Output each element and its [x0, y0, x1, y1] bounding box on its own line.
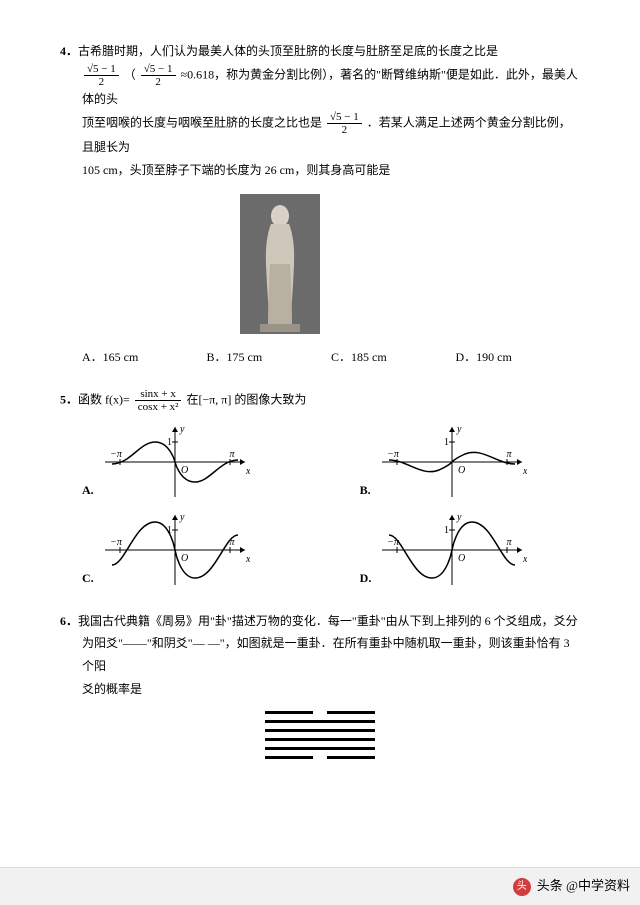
toutiao-logo-icon: 头: [513, 878, 531, 896]
watermark-text: 头条 @中学资料: [537, 874, 630, 899]
q6-t1: 我国古代典籍《周易》用"卦"描述万物的变化．每一"重卦"由从下到上排列的 6 个…: [78, 614, 578, 628]
svg-text:y: y: [456, 512, 462, 523]
q5-mid: 在: [186, 393, 198, 407]
q4-line2: 顶至咽喉的长度与咽喉至肚脐的长度之比也是 √5 − 1 2 ．若某人满足上述两个…: [82, 111, 580, 159]
q5-stem: 5．函数 f(x)= sinx + x cosx + x² 在[−π, π] 的…: [60, 388, 580, 413]
yin-line: [265, 756, 375, 759]
q6-line1: 6．我国古代典籍《周易》用"卦"描述万物的变化．每一"重卦"由从下到上排列的 6…: [60, 610, 580, 633]
golden-ratio-frac-2: √5 − 1 2: [141, 63, 176, 88]
svg-text:−π: −π: [387, 449, 400, 460]
venus-statue-image: [240, 194, 320, 334]
svg-text:y: y: [179, 512, 185, 523]
golden-ratio-frac-1: √5 − 1 2: [84, 63, 119, 88]
yin-line: [265, 711, 375, 714]
svg-text:−π: −π: [387, 537, 400, 548]
svg-text:1: 1: [444, 525, 449, 536]
graph-a-svg: −π π 1 Ox y: [100, 422, 250, 502]
q4-text1: 古希腊时期，人们认为最美人体的头顶至肚脐的长度与肚脐至足底的长度之比是: [78, 44, 498, 58]
hexagram-figure: [265, 711, 375, 759]
q6-line2: 为阳爻"——"和阴爻"— —"，如图就是一重卦．在所有重卦中随机取一重卦，则该重…: [82, 632, 580, 678]
svg-text:x: x: [522, 554, 527, 565]
svg-text:π: π: [507, 537, 513, 548]
q5-suffix: 的图像大致为: [231, 393, 306, 407]
q5-row1: A. −π π 1 Ox y B. −π π 1 Ox y: [82, 422, 580, 502]
graph-d-svg: −π π 1 Ox y: [377, 510, 527, 590]
q4-choice-a: A．165 cm: [82, 346, 207, 369]
q5-interval: [−π, π]: [198, 393, 231, 407]
svg-text:x: x: [522, 466, 527, 477]
q5-graph-d: D. −π π 1 Ox y: [360, 510, 528, 590]
svg-text:O: O: [458, 553, 465, 564]
q5-label-b: B.: [360, 479, 371, 502]
q5-graph-b: B. −π π 1 Ox y: [360, 422, 527, 502]
svg-text:−π: −π: [110, 449, 123, 460]
q5-graph-a: A. −π π 1 Ox y: [82, 422, 250, 502]
yang-line: [265, 738, 375, 741]
q5-prefix: 函数 f(x)=: [78, 393, 130, 407]
q6-number: 6．: [60, 614, 78, 628]
q5-label-d: D.: [360, 567, 372, 590]
svg-text:y: y: [179, 424, 185, 435]
svg-text:π: π: [229, 449, 235, 460]
svg-text:π: π: [506, 449, 512, 460]
q5-row2: C. −π π 1 Ox y D. −π π 1 Ox y: [82, 510, 580, 590]
watermark-bar: 头 头条 @中学资料: [0, 867, 640, 905]
q4-line3: 105 cm，头顶至脖子下端的长度为 26 cm，则其身高可能是: [82, 159, 580, 182]
question-6: 6．我国古代典籍《周易》用"卦"描述万物的变化．每一"重卦"由从下到上排列的 6…: [60, 610, 580, 759]
q4-t2a: 顶至咽喉的长度与咽喉至肚脐的长度之比也是: [82, 115, 322, 129]
svg-text:−π: −π: [110, 537, 123, 548]
q5-label-a: A.: [82, 479, 94, 502]
question-5: 5．函数 f(x)= sinx + x cosx + x² 在[−π, π] 的…: [60, 388, 580, 589]
svg-text:x: x: [245, 466, 250, 477]
q4-line1: 4．古希腊时期，人们认为最美人体的头顶至肚脐的长度与肚脐至足底的长度之比是: [60, 40, 580, 63]
svg-text:y: y: [456, 424, 462, 435]
graph-c-svg: −ππ1Oxy: [100, 510, 250, 590]
yang-line: [265, 729, 375, 732]
svg-text:O: O: [181, 553, 188, 564]
q5-fraction: sinx + x cosx + x²: [135, 388, 182, 413]
question-4: 4．古希腊时期，人们认为最美人体的头顶至肚脐的长度与肚脐至足底的长度之比是 √5…: [60, 40, 580, 368]
q4-choices: A．165 cm B．175 cm C．185 cm D．190 cm: [82, 346, 580, 369]
q4-choice-c: C．185 cm: [331, 346, 456, 369]
svg-text:O: O: [458, 465, 465, 476]
q4-choice-b: B．175 cm: [207, 346, 332, 369]
q5-label-c: C.: [82, 567, 94, 590]
yang-line: [265, 747, 375, 750]
q4-choice-d: D．190 cm: [456, 346, 581, 369]
yang-line: [265, 720, 375, 723]
svg-text:O: O: [181, 465, 188, 476]
paren-open: （: [124, 67, 136, 81]
q5-number: 5．: [60, 393, 78, 407]
q4-formula-line: √5 − 1 2 （ √5 − 1 2 ≈0.618，称为黄金分割比例），著名的…: [82, 63, 580, 111]
golden-ratio-frac-3: √5 − 1 2: [327, 111, 362, 136]
svg-text:1: 1: [444, 437, 449, 448]
svg-text:x: x: [245, 554, 250, 565]
q5-graph-c: C. −ππ1Oxy: [82, 510, 250, 590]
graph-b-svg: −π π 1 Ox y: [377, 422, 527, 502]
svg-text:1: 1: [167, 437, 172, 448]
q4-number: 4．: [60, 44, 78, 58]
q6-line3: 爻的概率是: [82, 678, 580, 701]
